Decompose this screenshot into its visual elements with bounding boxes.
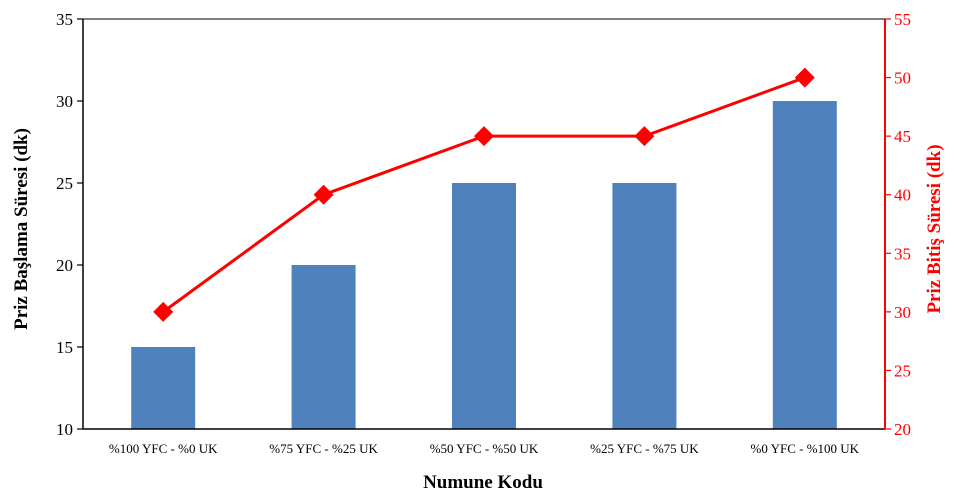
- bar: [452, 183, 516, 429]
- line-point: [794, 67, 815, 88]
- x-tick-label: %50 YFC - %50 UK: [430, 441, 539, 456]
- y-tick-label: 15: [56, 338, 73, 357]
- y2-tick-label: 50: [894, 69, 911, 88]
- line-point: [474, 126, 494, 147]
- y-tick-label: 30: [56, 92, 73, 111]
- bar: [291, 265, 356, 429]
- bar: [131, 347, 196, 429]
- y2-tick-label: 45: [894, 127, 911, 146]
- y-tick-label: 20: [56, 256, 73, 275]
- y2-tick-label: 40: [894, 186, 911, 205]
- y2-tick-label: 20: [894, 420, 911, 439]
- ticks: 10 15 20 25 30 35 20 25 30 35 40 45 50 55 %100 YFC - %…: [56, 10, 911, 456]
- bar-series: [131, 101, 837, 429]
- x-tick-label: %0 YFC - %100 UK: [751, 441, 860, 456]
- x-tick-label: %100 YFC - %0 UK: [109, 441, 218, 456]
- line-point: [153, 301, 174, 322]
- bar: [612, 183, 677, 429]
- y-tick-label: 25: [56, 174, 73, 193]
- x-axis-title: Numune Kodu: [423, 472, 543, 493]
- x-tick-label: %75 YFC - %25 UK: [269, 441, 378, 456]
- y2-tick-label: 25: [894, 361, 911, 380]
- x-tick-label: %25 YFC - %75 UK: [590, 441, 699, 456]
- line-point: [313, 184, 334, 205]
- y2-tick-label: 55: [894, 10, 911, 29]
- bar: [772, 101, 837, 429]
- y-tick-label: 35: [56, 10, 73, 29]
- line-point: [634, 126, 655, 147]
- y-axis-title: Priz Başlama Süresi (dk): [11, 128, 32, 330]
- y-tick-label: 10: [56, 420, 73, 439]
- y2-axis-title: Priz Bitiş Süresi (dk): [924, 144, 945, 313]
- line-series: [153, 67, 815, 322]
- y2-tick-label: 30: [894, 303, 911, 322]
- axes: [82, 18, 886, 430]
- y2-tick-label: 35: [894, 244, 911, 263]
